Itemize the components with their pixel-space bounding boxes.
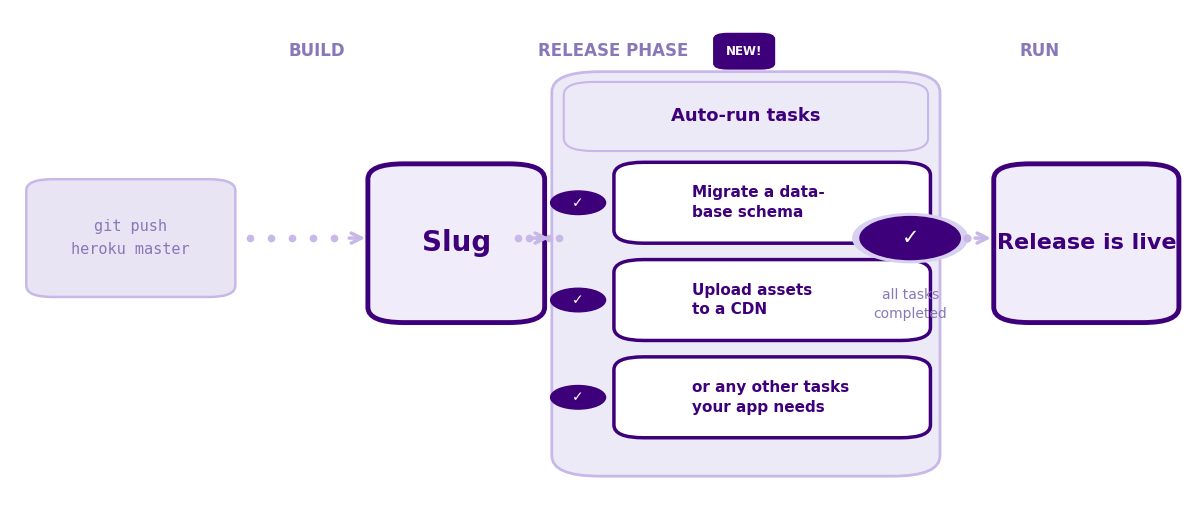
Text: BUILD: BUILD xyxy=(288,42,344,60)
Text: git push
heroku master: git push heroku master xyxy=(72,220,190,257)
FancyBboxPatch shape xyxy=(994,164,1178,323)
FancyBboxPatch shape xyxy=(564,82,928,151)
Text: NEW!: NEW! xyxy=(726,45,762,58)
Circle shape xyxy=(853,214,967,263)
Text: Upload assets
to a CDN: Upload assets to a CDN xyxy=(691,283,812,317)
Text: ✓: ✓ xyxy=(901,228,919,248)
Text: or any other tasks
your app needs: or any other tasks your app needs xyxy=(691,380,848,415)
FancyBboxPatch shape xyxy=(614,260,930,340)
Text: Auto-run tasks: Auto-run tasks xyxy=(671,108,821,125)
Text: ✓: ✓ xyxy=(572,196,584,210)
FancyBboxPatch shape xyxy=(713,33,775,70)
Text: Slug: Slug xyxy=(421,229,491,257)
FancyBboxPatch shape xyxy=(614,162,930,243)
Text: ✓: ✓ xyxy=(572,390,584,404)
Text: RELEASE PHASE: RELEASE PHASE xyxy=(538,42,688,60)
FancyBboxPatch shape xyxy=(614,357,930,438)
Text: all tasks
completed: all tasks completed xyxy=(874,288,947,322)
Text: Migrate a data-
base schema: Migrate a data- base schema xyxy=(691,185,824,220)
Circle shape xyxy=(551,191,606,215)
Circle shape xyxy=(551,386,606,409)
Circle shape xyxy=(860,217,960,260)
FancyBboxPatch shape xyxy=(552,72,940,476)
Text: RUN: RUN xyxy=(1019,42,1060,60)
Circle shape xyxy=(551,288,606,312)
FancyBboxPatch shape xyxy=(26,179,235,297)
Text: Release is live: Release is live xyxy=(996,233,1176,253)
Text: ✓: ✓ xyxy=(572,293,584,307)
FancyBboxPatch shape xyxy=(368,164,545,323)
